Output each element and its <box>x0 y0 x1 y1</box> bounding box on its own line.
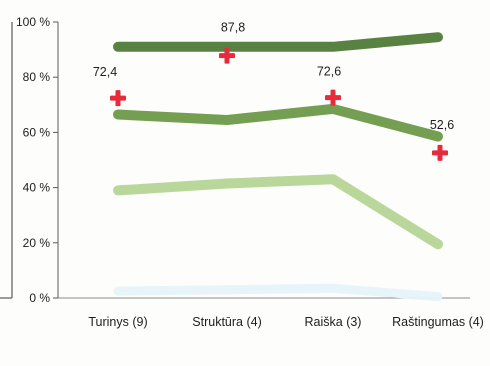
x-tick-label: Turinys (9) <box>88 315 147 329</box>
data-label: 72,4 <box>93 65 117 79</box>
y-tick-label: 60 % <box>23 125 51 139</box>
y-tick-label: 100 % <box>16 15 50 29</box>
x-tick-label: Raiška (3) <box>305 315 362 329</box>
x-axis-labels: Turinys (9) Struktūra (4) Raiška (3) Raštin… <box>88 315 483 329</box>
marker-layer: 72,4 87,8 72,6 52,6 <box>93 21 454 161</box>
cross-marker-v <box>115 90 121 107</box>
data-label: 72,6 <box>317 65 341 79</box>
cross-marker-v <box>224 47 230 64</box>
cross-marker <box>110 90 126 107</box>
x-tick-label: Raštingumas (4) <box>392 315 484 329</box>
cross-marker-v <box>437 144 443 161</box>
series-line-2 <box>113 103 443 142</box>
cross-marker-v <box>330 89 336 106</box>
cross-marker <box>325 89 341 106</box>
series-layer <box>113 32 443 302</box>
x-tick-label: Struktūra (4) <box>192 315 261 329</box>
series-line-3 <box>113 174 443 250</box>
data-label: 52,6 <box>430 118 454 132</box>
cross-marker <box>432 144 448 161</box>
y-axis-ticks: 0 % 20 % 40 % 60 % 80 % 100 % <box>16 15 58 305</box>
series-line-4 <box>113 283 443 302</box>
y-tick-label: 40 % <box>23 181 51 195</box>
y-tick-label: 20 % <box>23 236 51 250</box>
data-label: 87,8 <box>221 21 245 35</box>
cross-marker <box>219 47 235 64</box>
y-tick-label: 80 % <box>23 70 51 84</box>
series-line-1 <box>113 32 443 52</box>
y-tick-label: 0 % <box>29 291 50 305</box>
